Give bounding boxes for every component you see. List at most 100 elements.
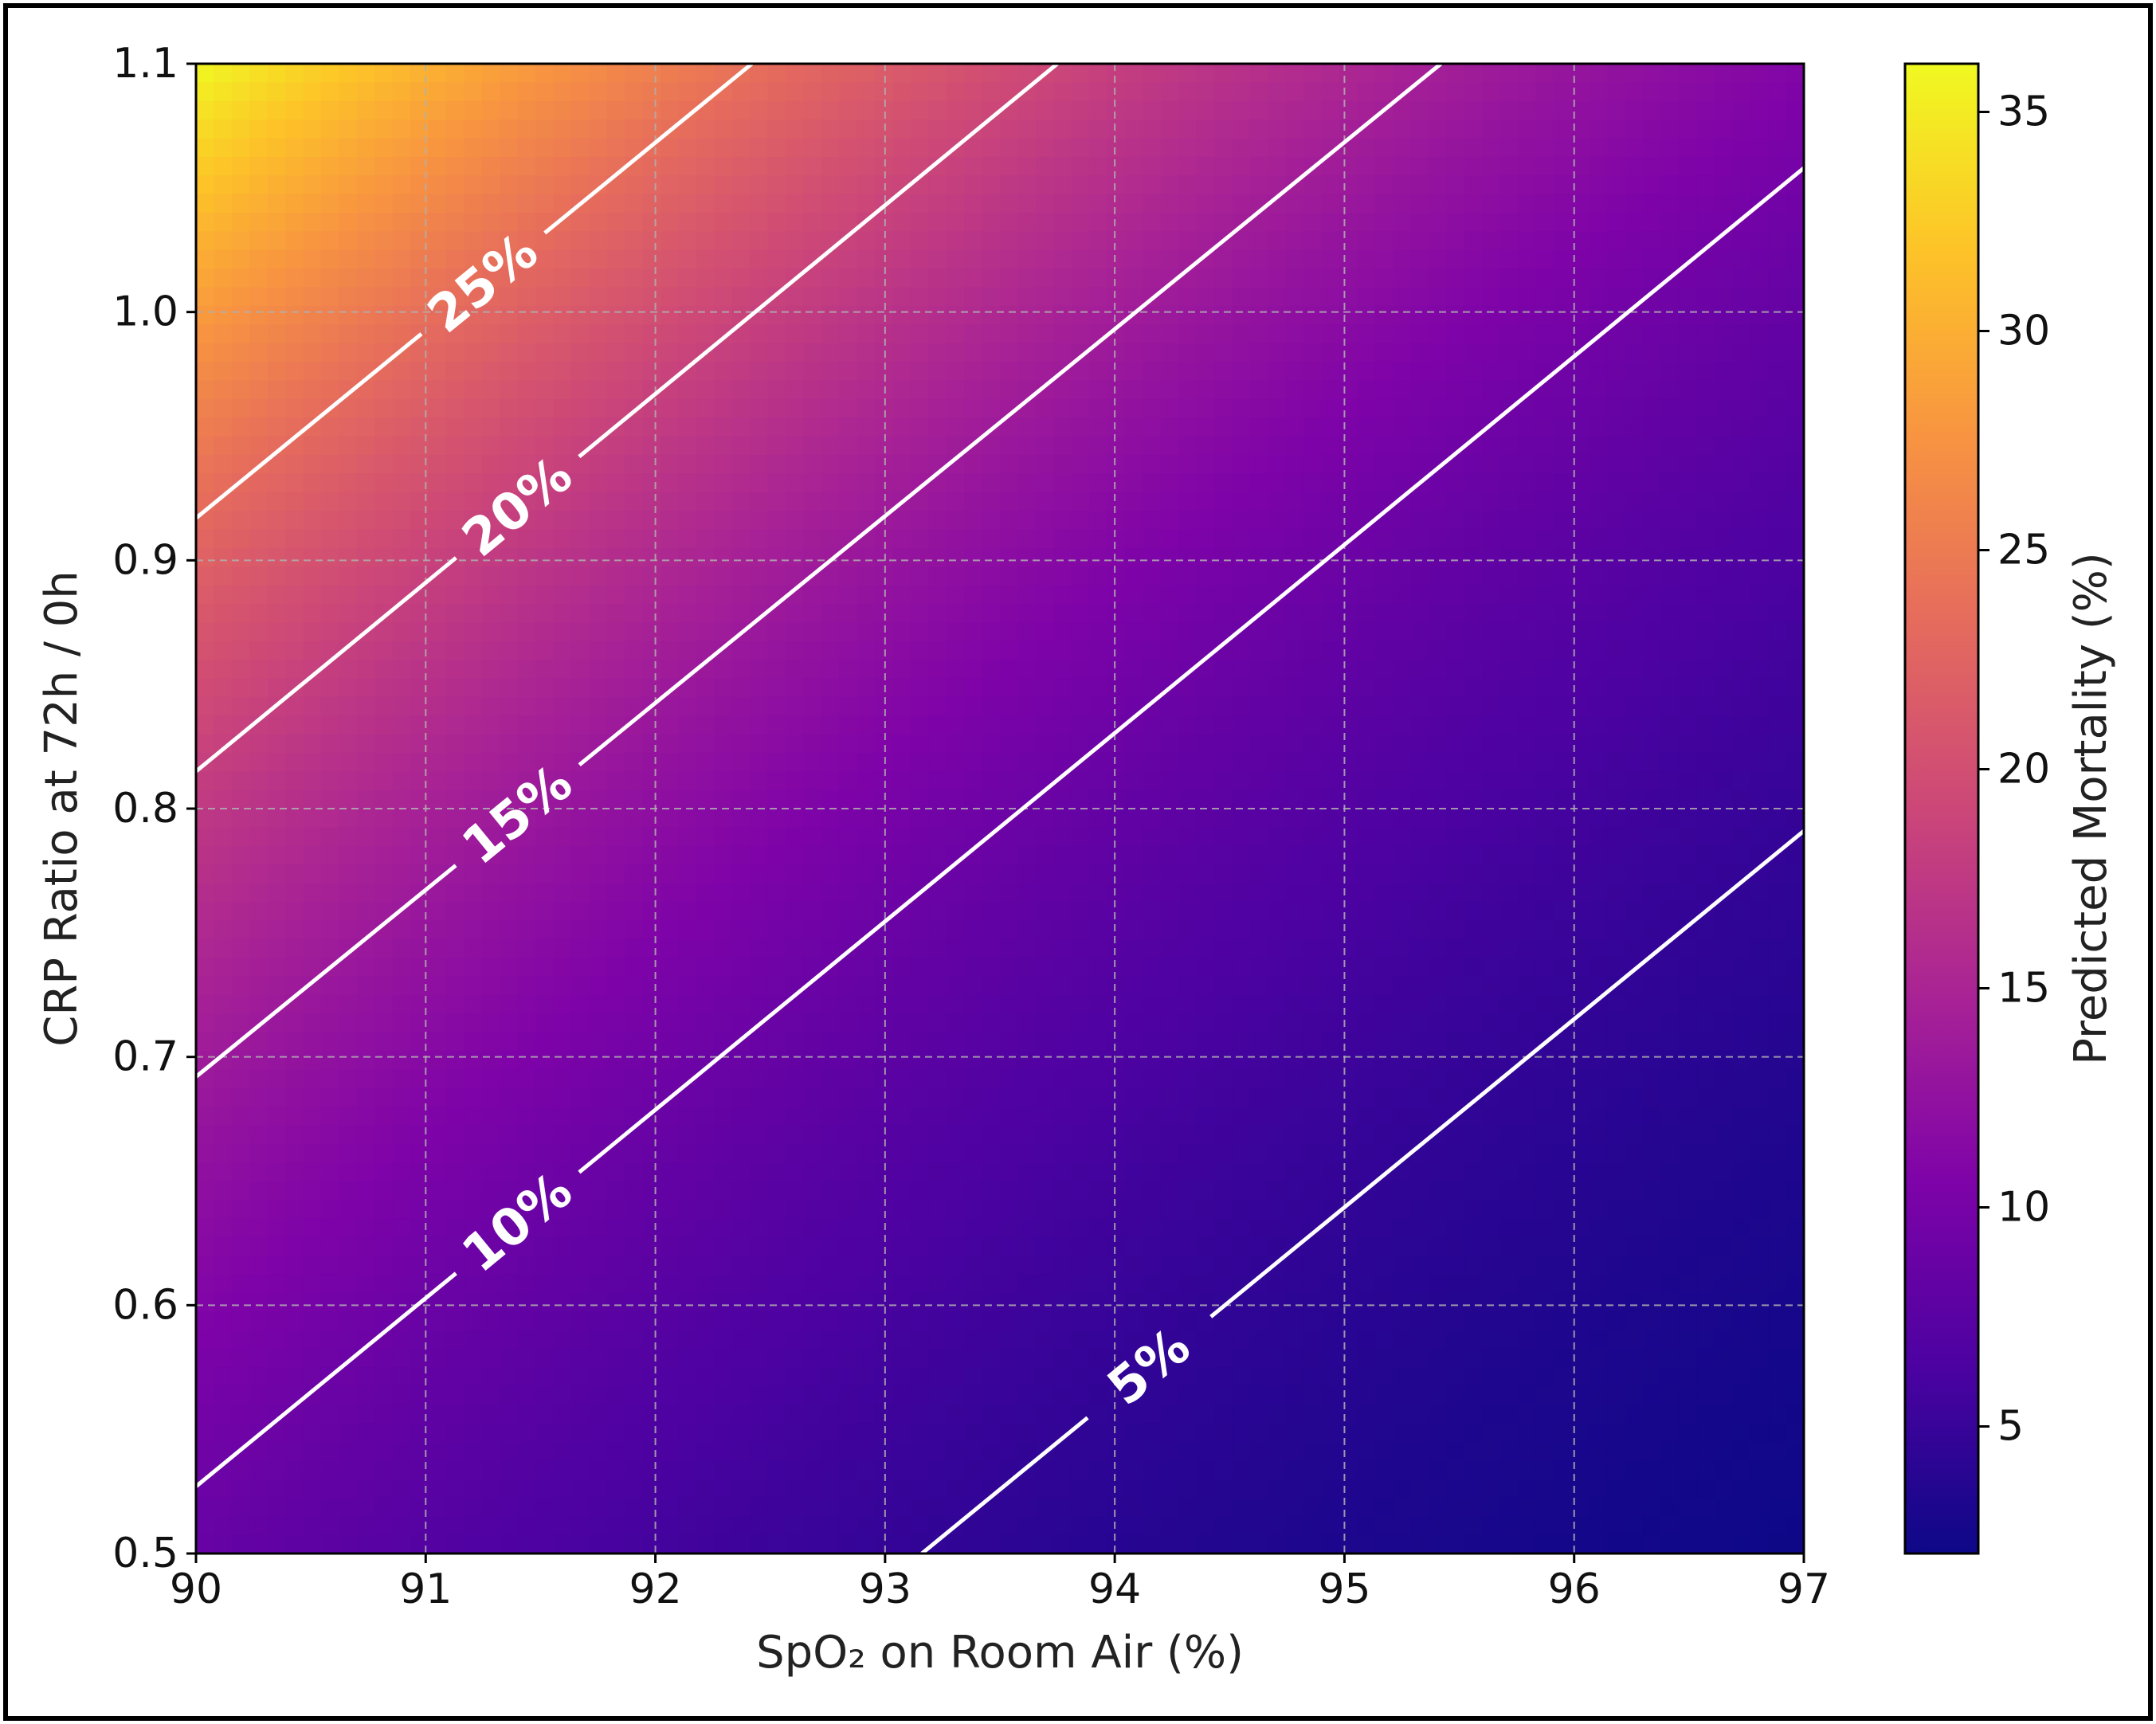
heatmap-cell — [982, 138, 1001, 158]
heatmap-cell — [1339, 82, 1358, 102]
heatmap-cell — [1249, 436, 1269, 456]
heatmap-cell — [642, 622, 661, 642]
heatmap-cell — [535, 715, 555, 735]
heatmap-cell — [1732, 976, 1751, 996]
heatmap-cell — [481, 1013, 500, 1033]
heatmap-cell — [1554, 511, 1573, 531]
heatmap-cell — [517, 752, 536, 773]
heatmap-cell — [1464, 120, 1484, 139]
heatmap-cell — [392, 492, 411, 511]
heatmap-cell — [1643, 194, 1662, 214]
heatmap-cell — [1786, 901, 1804, 922]
heatmap-cell — [1089, 492, 1108, 511]
heatmap-cell — [500, 362, 519, 382]
heatmap-cell — [285, 696, 304, 716]
heatmap-cell — [428, 175, 447, 195]
heatmap-cell — [196, 566, 215, 586]
heatmap-cell — [1339, 734, 1358, 754]
heatmap-cell — [982, 231, 1001, 251]
heatmap-cell — [803, 436, 822, 456]
heatmap-cell — [1249, 120, 1269, 139]
heatmap-cell — [1214, 622, 1233, 642]
heatmap-cell — [1160, 1013, 1180, 1033]
heatmap-cell — [1214, 380, 1233, 400]
heatmap-cell — [249, 473, 269, 493]
heatmap-cell — [1607, 287, 1626, 307]
heatmap-cell — [1446, 864, 1465, 884]
heatmap-cell — [374, 641, 394, 660]
heatmap-cell — [1643, 213, 1662, 233]
heatmap-cell — [1053, 436, 1072, 456]
heatmap-cell — [1017, 901, 1037, 922]
heatmap-cell — [1357, 100, 1376, 120]
heatmap-cell — [1178, 734, 1198, 754]
heatmap-cell — [928, 324, 947, 344]
heatmap-cell — [1071, 324, 1090, 344]
heatmap-cell — [1232, 809, 1251, 829]
heatmap-cell — [1696, 809, 1715, 829]
heatmap-cell — [428, 343, 447, 362]
heatmap-cell — [553, 380, 572, 400]
heatmap-cell — [517, 194, 536, 214]
heatmap-cell — [445, 324, 465, 344]
heatmap-cell — [1679, 529, 1698, 549]
heatmap-cell — [356, 1069, 376, 1089]
heatmap-cell — [964, 492, 983, 511]
heatmap-cell — [1482, 492, 1501, 511]
heatmap-cell — [875, 287, 894, 307]
heatmap-cell — [267, 156, 286, 177]
heatmap-cell — [535, 883, 555, 903]
heatmap-cell — [660, 622, 680, 642]
heatmap-cell — [1768, 864, 1787, 884]
heatmap-cell — [642, 547, 661, 567]
heatmap-cell — [1339, 287, 1358, 307]
heatmap-cell — [1446, 845, 1465, 865]
heatmap-cell — [875, 529, 894, 549]
heatmap-cell — [1178, 362, 1198, 382]
heatmap-cell — [1768, 752, 1787, 773]
heatmap-cell — [1232, 324, 1251, 344]
heatmap-cell — [696, 641, 715, 660]
heatmap-cell — [1196, 864, 1215, 884]
heatmap-cell — [1321, 994, 1340, 1014]
heatmap-cell — [1160, 603, 1180, 624]
heatmap-cell — [1321, 920, 1340, 940]
heatmap-cell — [1464, 660, 1484, 680]
heatmap-cell — [964, 213, 983, 233]
heatmap-cell — [1107, 194, 1126, 214]
heatmap-cell — [803, 175, 822, 195]
heatmap-cell — [535, 845, 555, 865]
heatmap-cell — [1160, 790, 1180, 809]
heatmap-cell — [1660, 231, 1680, 251]
heatmap-cell — [1143, 213, 1162, 233]
heatmap-cell — [1124, 603, 1144, 624]
heatmap-cell — [500, 249, 519, 269]
heatmap-cell — [892, 1013, 911, 1033]
heatmap-cell — [803, 324, 822, 344]
heatmap-cell — [392, 678, 411, 698]
heatmap-cell — [356, 82, 376, 102]
heatmap-cell — [714, 622, 733, 642]
heatmap-cell — [589, 213, 608, 233]
heatmap-cell — [821, 268, 840, 288]
heatmap-cell — [553, 343, 572, 362]
heatmap-cell — [1196, 994, 1215, 1014]
heatmap-cell — [1732, 790, 1751, 809]
heatmap-cell — [428, 641, 447, 660]
heatmap-cell — [910, 790, 930, 809]
heatmap-cell — [803, 809, 822, 829]
heatmap-cell — [875, 845, 894, 865]
heatmap-cell — [875, 156, 894, 177]
heatmap-cell — [875, 1032, 894, 1052]
heatmap-cell — [803, 1087, 822, 1107]
heatmap-cell — [1160, 120, 1180, 139]
heatmap-cell — [982, 511, 1001, 531]
heatmap-cell — [857, 547, 876, 567]
heatmap-cell — [1160, 771, 1180, 791]
heatmap-cell — [1232, 790, 1251, 809]
heatmap-cell — [1285, 622, 1304, 642]
heatmap-cell — [196, 958, 215, 978]
heatmap-cell — [1660, 845, 1680, 865]
heatmap-cell — [1589, 156, 1609, 177]
heatmap-cell — [714, 883, 733, 903]
